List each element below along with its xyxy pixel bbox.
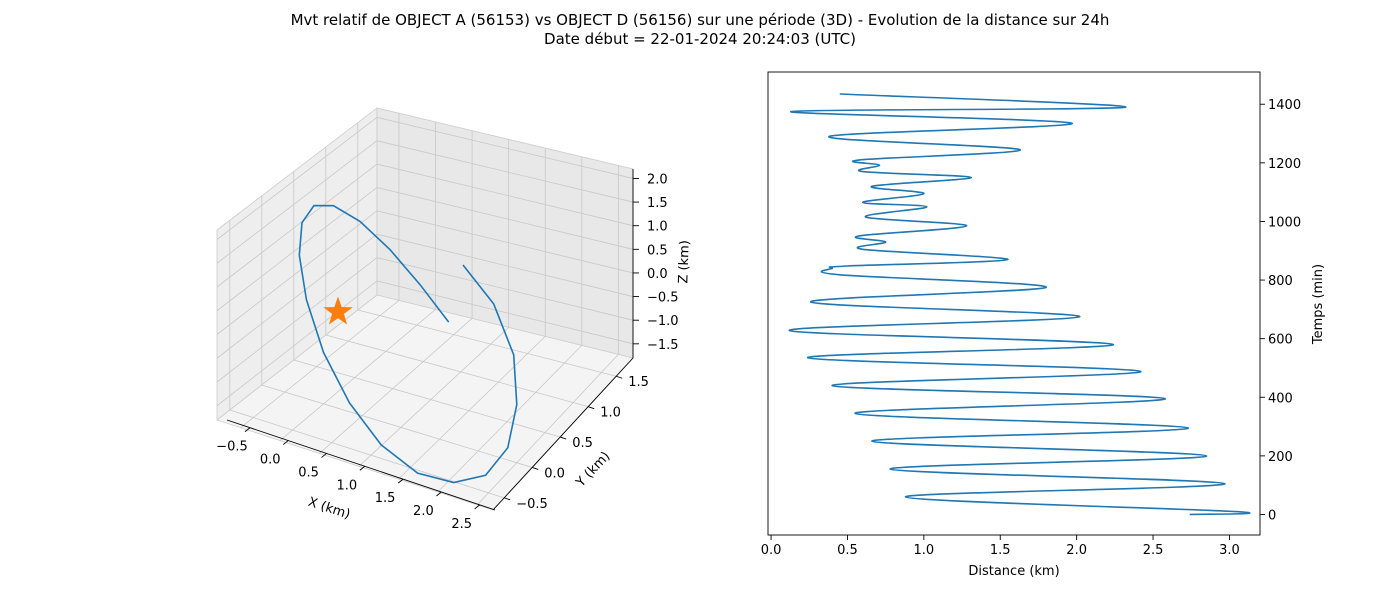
grid-z-left-7 [216,117,378,240]
distance-tick-label-5: 2.5 [1143,543,1164,558]
y-tick-mark-1 [532,467,539,470]
x-axis-line [226,419,496,511]
x-tick-mark-0 [244,427,251,433]
x-tick-label-3: 1.0 [336,478,357,493]
trajectory-3d-line [298,204,518,484]
x-tick-label-1: 0.0 [260,453,281,468]
distance-tick-label-0: 0.0 [761,543,782,558]
z-tick-label-3: 0.0 [647,267,668,282]
y-tick-mark-0 [504,497,511,501]
grid-z-left-0 [216,280,378,407]
time-tick-label-0: 0 [1268,508,1276,523]
y-axis-label: Y (km) [573,449,614,491]
grid-x-floor-1 [279,309,436,441]
grid-z-back-0 [376,280,634,345]
grid-z-left-1 [216,257,378,383]
x-tick-label-0: −0.5 [216,440,248,455]
grid-x-floor-4 [398,336,546,480]
x-tick-mark-6 [474,504,480,510]
grid-y-floor-0 [229,409,505,499]
grid-z-back-4 [376,187,634,250]
z-tick-label-2: −0.5 [647,291,679,306]
z-tick-label-7: 2.0 [647,172,668,187]
grid-z-back-1 [376,257,634,321]
time-tick-label-5: 1000 [1268,215,1301,230]
z-axis-label: Z (km) [676,240,693,284]
plot-frame [767,71,1261,536]
y-tick-label-3: 1.0 [600,406,621,421]
distance-tick-label-2: 1.0 [914,543,935,558]
time-tick-label-2: 400 [1268,391,1293,406]
grid-z-left-3 [216,210,378,335]
y-ticks: 0 200 400 600 800 1000 1200 1400 [1260,98,1301,523]
grid-z-back-6 [376,140,634,203]
z-tick-label-0: −1.5 [647,338,679,353]
x-tick-label-5: 2.0 [413,504,434,519]
x-axis-label: X (km) [306,495,352,523]
y-axis-line [492,357,634,511]
grid-x-floor-2 [319,318,473,454]
y-tick-label-1: 0.0 [544,466,565,481]
z-tick-label-5: 1.0 [647,220,668,235]
distance-tick-label-1: 0.5 [837,543,858,558]
z-tick-label-4: 0.5 [647,243,668,258]
time-tick-label-1: 200 [1268,450,1293,465]
grid-y-floor-2 [293,359,561,438]
x-tick-mark-4 [397,478,404,484]
x-tick-mark-2 [321,453,327,458]
grid-z-back-7 [376,116,634,179]
time-tick-label-4: 800 [1268,274,1293,289]
grid-z-left-6 [216,140,378,264]
grid-z-left-2 [216,233,378,359]
distance-tick-label-6: 3.0 [1219,543,1240,558]
y-tick-mark-2 [560,436,567,440]
x-ticks: 0.0 0.5 1.0 1.5 2.0 2.5 3.0 [761,535,1240,558]
y-tick-mark-4 [616,375,623,379]
time-axis-label: Temps (min) [1311,264,1326,345]
y-tick-label-4: 1.5 [628,375,649,390]
x-tick-mark-1 [282,440,289,445]
figure-title-line1: Mvt relatif de OBJECT A (56153) vs OBJEC… [291,11,1110,29]
y-tick-label-0: −0.5 [516,497,548,512]
y-tick-label-2: 0.5 [572,436,593,451]
time-tick-label-7: 1400 [1268,98,1301,113]
x-tick-mark-3 [359,465,366,471]
panel-distance-vs-time: 0.0 0.5 1.0 1.5 2.0 2.5 3.0 0 200 400 600 800 1000 1… [761,71,1326,579]
grid-z-left-4 [216,187,378,312]
distance-axis-label: Distance (km) [968,564,1059,579]
grid-y-floor-3 [325,334,589,408]
distance-tick-label-3: 1.5 [990,543,1011,558]
ticks-3d: −0.5 0.0 0.5 1.0 1.5 2.0 2.5 −0.5 0.0 0.5 1.0 1.5 −1… [216,172,678,531]
z-tick-label-1: −1.0 [647,314,679,329]
grid-z-back-2 [376,233,634,297]
grid-x-floor-6 [476,354,619,506]
grid-3d [216,113,634,506]
z-tick-label-6: 1.5 [647,196,668,211]
grid-y-floor-1 [261,384,533,468]
x-tick-label-6: 2.5 [451,517,472,532]
time-tick-label-6: 1200 [1268,157,1301,172]
y-tick-mark-3 [588,406,595,410]
x-tick-label-2: 0.5 [298,465,319,480]
grid-y-floor-4 [357,309,617,377]
object-star-marker [323,296,353,325]
grid-x-floor-0 [240,300,400,429]
distance-line [788,93,1251,516]
figure-title-line2: Date début = 22-01-2024 20:24:03 (UTC) [544,30,856,48]
panel-3d-trajectory: −0.5 0.0 0.5 1.0 1.5 2.0 2.5 −0.5 0.0 0.5 1.0 1.5 −1… [216,107,693,532]
grid-x-floor-3 [358,327,509,467]
x-tick-mark-5 [436,491,442,497]
grid-x-floor-5 [437,345,583,493]
time-tick-label-3: 600 [1268,333,1293,348]
grid-z-back-5 [376,163,634,227]
distance-tick-label-4: 2.0 [1066,543,1087,558]
x-tick-label-4: 1.5 [375,491,396,506]
grid-z-back-3 [376,210,634,274]
grid-z-left-5 [216,163,378,288]
